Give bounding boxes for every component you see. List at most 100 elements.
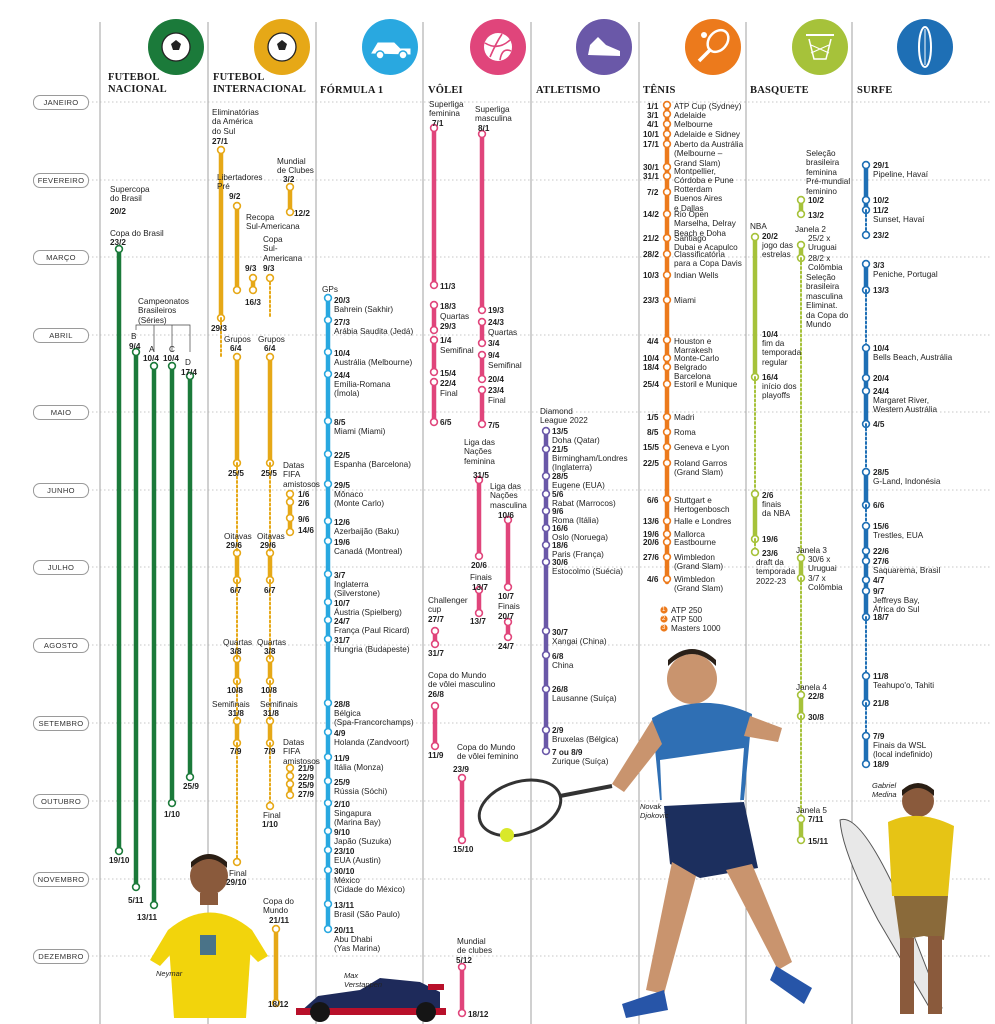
timeline-segment [429, 300, 439, 335]
date-node [167, 361, 177, 371]
timeline-segment [477, 385, 487, 429]
date-node [662, 100, 672, 110]
date-node [429, 335, 439, 345]
event-label: 14/2 [643, 210, 659, 219]
legend-number: 1 [662, 606, 666, 613]
event-label: Adelaide [674, 111, 706, 120]
event-label: Quartas [257, 638, 287, 647]
event-label: Seleção brasileira masculina Eliminat. d… [806, 273, 849, 330]
event-label: Rabat (Marrocos) [552, 499, 616, 508]
date-node [477, 374, 487, 384]
event-label: 10/7 [498, 592, 514, 601]
event-label: Semifinais [212, 700, 250, 709]
event-label: Rio Open Marselha, Delray Beach e Doha [674, 210, 736, 238]
timeline-segment [796, 553, 806, 583]
date-node [429, 325, 439, 335]
event-label: 25/9 [334, 778, 350, 787]
date-node [285, 489, 295, 499]
month-label: AGOSTO [33, 638, 89, 653]
event-label: Brasil (São Paulo) [334, 910, 400, 919]
event-label: 10/1 [643, 130, 659, 139]
date-node [662, 537, 672, 547]
event-label: 9/6 [298, 515, 310, 524]
event-label: Mallorca [674, 530, 705, 539]
event-label: 9/6 [552, 507, 564, 516]
event-label: 16/3 [245, 298, 261, 307]
event-label: 7/9 [873, 732, 885, 741]
event-label: Stuttgart e Hertogenbosch [674, 496, 730, 515]
timeline-segment [457, 773, 467, 845]
date-node [796, 195, 806, 205]
event-label: Grupos [224, 335, 251, 344]
date-node [232, 857, 242, 867]
event-label: Bélgica (Spa-Francorchamps) [334, 709, 414, 728]
event-label: GPs [322, 285, 338, 294]
month-label: SETEMBRO [33, 716, 89, 731]
event-label: fim da temporada regular [762, 339, 802, 367]
event-label: 29/5 [334, 481, 350, 490]
event-label: Campeonatos Brasileiros (Séries) [138, 297, 189, 325]
date-node [750, 547, 760, 557]
event-label: 20/7 [498, 612, 514, 621]
event-label: ATP Cup (Sydney) [674, 102, 742, 111]
date-node [457, 962, 467, 972]
event-label: 6/6 [873, 501, 885, 510]
event-label: 18/3 [440, 302, 456, 311]
event-label: 27/3 [334, 318, 350, 327]
event-label: 27/6 [643, 553, 659, 562]
event-label: Doha (Qatar) [552, 436, 600, 445]
event-label: Final [263, 811, 281, 820]
event-label: 24/4 [873, 387, 889, 396]
event-label: Diamond League 2022 [540, 407, 588, 426]
date-node [474, 551, 484, 561]
date-node [796, 814, 806, 824]
event-label: 9/4 [129, 342, 141, 351]
date-node [114, 244, 124, 254]
date-node [474, 608, 484, 618]
event-label: 10/2 [873, 196, 889, 205]
date-node [216, 145, 226, 155]
event-label: 1/1 [647, 102, 659, 111]
date-node [323, 293, 333, 303]
timeline-segment [285, 763, 295, 800]
date-node [271, 924, 281, 934]
date-node [541, 489, 551, 499]
event-label: 25/5 [228, 469, 244, 478]
event-label: Recopa Sul-Americana [246, 213, 300, 232]
date-node [861, 546, 871, 556]
date-node [232, 201, 242, 211]
date-node [662, 552, 672, 562]
event-label: 20/3 [334, 296, 350, 305]
event-label: Birmingham/Londres (Inglaterra) [552, 454, 628, 473]
event-label: Austrália (Melbourne) [334, 358, 413, 367]
event-label: Singapura (Marina Bay) [334, 809, 381, 828]
event-label: Zurique (Suíça) [552, 757, 609, 766]
date-node [285, 763, 295, 773]
event-label: 19/10 [109, 856, 130, 865]
date-node [429, 367, 439, 377]
date-node [477, 385, 487, 395]
event-label: Final [488, 396, 506, 405]
event-label: Janela 2 [795, 225, 826, 234]
timeline-segment [503, 617, 513, 642]
event-label: 14/6 [298, 526, 314, 535]
event-label: 20/4 [873, 374, 889, 383]
event-label: 13/3 [873, 286, 889, 295]
date-node [750, 489, 760, 499]
event-label: 3/7 x Colômbia [808, 574, 843, 593]
event-label: 10/7 [334, 599, 350, 608]
timeline-segment [750, 538, 760, 557]
event-label: 3/3 [873, 261, 885, 270]
event-label: Indian Wells [674, 271, 719, 280]
event-label: 23/2 [110, 238, 126, 247]
event-label: Quartas [440, 312, 470, 321]
date-node [323, 416, 333, 426]
event-label: 31/8 [228, 709, 244, 718]
event-label: EUA (Austin) [334, 856, 381, 865]
event-label: Copa Sul- Americana [263, 235, 303, 263]
event-label: 3/8 [230, 647, 242, 656]
event-label: 16/6 [552, 524, 568, 533]
date-node [541, 626, 551, 636]
photo-caption: Gabriel Medina [872, 781, 897, 799]
